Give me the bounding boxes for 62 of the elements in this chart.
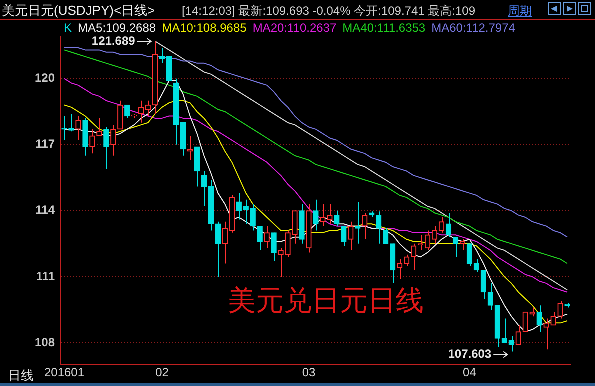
candlestick [118,100,124,130]
annotation: 107.603 [448,347,492,362]
candlestick [460,239,466,252]
x-tick-label: 04 [463,366,477,380]
candlestick [257,226,263,252]
candlestick [124,104,130,119]
candlestick [355,202,361,244]
candlestick [76,116,82,141]
y-tick-label: 117 [36,137,56,152]
text: 周期 [508,3,532,20]
candlestick [90,128,96,154]
candlestick [187,136,194,161]
candlestick [341,226,347,247]
candlestick [271,232,277,262]
text: K [64,21,72,35]
candlestick [502,318,508,344]
candlestick [452,236,459,258]
candlestick [348,221,354,252]
candlestick [376,211,382,244]
x-axis-title: 日线 [8,367,34,385]
candlestick [278,248,284,278]
candlestick [292,210,298,244]
annotation: 美元兑日元日线 [228,286,424,318]
text: MA5:109.2688 [78,21,156,35]
candlestick [68,114,74,132]
candlestick [96,118,102,137]
candlestick [508,336,514,352]
candlestick [334,210,340,227]
text: MA40:111.6353 [342,21,426,35]
text: MA10:108.9685 [162,21,247,35]
annotation: 121.689 [92,34,136,48]
candlestick [550,312,556,326]
candlestick [544,318,550,350]
candlestick [236,192,242,220]
text: MA20:110.2637 [252,21,337,35]
candlestick [522,312,528,332]
chart-subtitle: [14:12:03] 最新:109.693 -0.04% 今开:109.741 最高:109 [182,3,476,20]
y-tick-label: 111 [36,269,56,284]
candlestick [516,324,522,346]
candlestick [194,146,200,188]
candlestick [446,212,452,238]
candlestick [383,228,389,244]
candlestick [558,300,564,320]
chart-title: 美元日元(USDJPY)<日线> [2,2,156,20]
candlestick [320,204,326,227]
candlestick [250,204,256,232]
x-tick-label: 03 [302,366,316,380]
candlestick [327,204,333,225]
y-tick-label: 120 [34,71,56,86]
x-tick-label: 02 [156,366,170,380]
candlestick [243,199,249,225]
y-tick-label: 114 [36,203,56,218]
candlestick [110,124,116,156]
candlestick [362,212,368,240]
candlestick [264,226,270,249]
candlestick [536,305,542,332]
candlestick [285,230,291,258]
text: MA60:112.7974 [432,21,516,35]
y-tick-label: 108 [34,335,56,350]
x-tick-label: 201601 [44,366,85,380]
candlestick [313,199,319,232]
candlestick [104,126,110,170]
